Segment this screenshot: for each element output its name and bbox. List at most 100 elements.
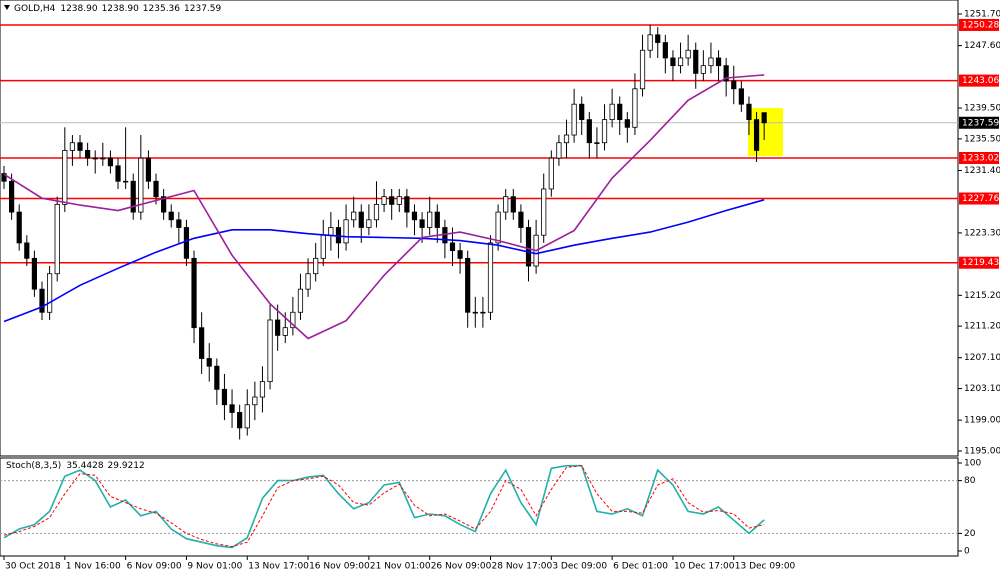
- candle-body: [586, 119, 592, 144]
- candle-body: [541, 188, 547, 236]
- y-tick-label: 80: [964, 476, 976, 486]
- y-tick-label: 1211.20: [964, 322, 1000, 332]
- candle-body: [100, 157, 106, 160]
- candle-body: [419, 219, 425, 228]
- level-label-bg: [959, 18, 999, 31]
- candle-body: [731, 80, 737, 90]
- candle-body: [465, 257, 471, 313]
- candle-body: [62, 150, 68, 205]
- level-label: 1250.28: [962, 20, 999, 30]
- candle-body: [723, 65, 729, 82]
- candle-body: [275, 319, 281, 336]
- x-tick-label: 6 Nov 09:00: [127, 562, 182, 572]
- candle-body: [305, 273, 311, 290]
- candle-body: [115, 165, 121, 182]
- main-value: 35.4428: [66, 461, 103, 471]
- candle-body: [206, 358, 212, 367]
- candle-body: [715, 57, 722, 67]
- candle-body: [47, 273, 53, 313]
- candle-body: [130, 180, 136, 213]
- level-label: 1243.06: [962, 76, 999, 86]
- x-tick-label: 16 Nov 09:00: [309, 562, 370, 572]
- y-tick-label: 100: [964, 459, 981, 469]
- candle-body: [199, 327, 205, 359]
- candle-body: [92, 157, 98, 160]
- candle-body: [449, 242, 456, 252]
- x-tick-label: 6 Dec 01:00: [613, 562, 668, 572]
- y-tick-label: 1199.00: [964, 416, 1000, 426]
- candle-body: [457, 250, 463, 259]
- candle-body: [366, 219, 372, 228]
- candle-body: [434, 211, 440, 228]
- line-series: [3, 74, 765, 340]
- candle-body: [753, 119, 760, 151]
- candle-body: [693, 49, 699, 74]
- candle-body: [389, 196, 395, 205]
- candle-body: [24, 242, 30, 259]
- candle-body: [1, 173, 7, 182]
- level-label-bg: [959, 192, 999, 205]
- candle-body: [548, 157, 554, 190]
- y-tick-label: 1235.50: [964, 134, 1000, 144]
- candle-body: [358, 211, 364, 228]
- y-tick-label: 1247.60: [964, 41, 1000, 51]
- level-label: 1233.02: [962, 153, 999, 163]
- candle-body: [229, 404, 235, 413]
- main-panel: [0, 0, 959, 457]
- candle-body: [252, 396, 258, 406]
- x-tick-label: 26 Nov 09:00: [431, 562, 492, 572]
- candle-body: [700, 65, 706, 74]
- candle-body: [746, 103, 752, 121]
- candle-body: [267, 319, 273, 383]
- y-tick-label: 1231.40: [964, 166, 1000, 176]
- candle-body: [404, 196, 410, 213]
- x-tick-label: 10 Dec 17:00: [674, 562, 735, 572]
- candle-body: [579, 103, 585, 121]
- candle-body: [594, 142, 600, 144]
- candle-body: [237, 412, 243, 429]
- candle-body: [297, 288, 304, 313]
- candle-body: [16, 211, 22, 244]
- x-tick-label: 28 Nov 17:00: [492, 562, 553, 572]
- candle-body: [601, 119, 608, 144]
- candle-body: [480, 311, 486, 314]
- candle-body: [647, 34, 653, 51]
- candle-body: [670, 57, 676, 67]
- candle-body: [617, 103, 623, 121]
- level-label: 1227.76: [962, 194, 999, 204]
- y-tick-label: 1251.70: [964, 10, 1000, 20]
- candle-body: [518, 211, 524, 228]
- candle-body: [176, 219, 182, 228]
- y-tick-label: 0: [964, 546, 970, 556]
- candle-body: [373, 203, 380, 221]
- candle-body: [107, 157, 114, 167]
- candle-body: [183, 227, 190, 259]
- y-tick-label: 1207.10: [964, 353, 1000, 363]
- candle-body: [761, 112, 767, 124]
- candle-body: [221, 388, 228, 406]
- stoch-header: Stoch(8,3,5) 35.4428 29.9212: [6, 461, 145, 471]
- candle-body: [662, 42, 668, 59]
- line-series: [3, 465, 765, 548]
- level-label-bg: [959, 74, 999, 87]
- candle-body: [9, 180, 15, 213]
- candle-body: [655, 34, 661, 43]
- open: 1238.90: [60, 4, 97, 14]
- candle-body: [259, 381, 266, 398]
- symbol: GOLD,H4: [14, 4, 56, 14]
- x-tick-label: 30 Oct 2018: [5, 562, 61, 572]
- candle-body: [214, 365, 220, 390]
- candle-body: [624, 119, 630, 128]
- close: 1237.59: [184, 4, 221, 14]
- candle-body: [427, 211, 433, 228]
- y-tick-label: 1223.30: [964, 228, 1000, 238]
- candle-body: [495, 211, 501, 244]
- candle-body: [609, 103, 615, 121]
- candle-body: [510, 196, 516, 213]
- candle-body: [525, 227, 532, 267]
- stoch-panel: [0, 457, 959, 557]
- candle-body: [320, 234, 326, 259]
- candle-body: [396, 196, 402, 205]
- candle-body: [282, 327, 288, 336]
